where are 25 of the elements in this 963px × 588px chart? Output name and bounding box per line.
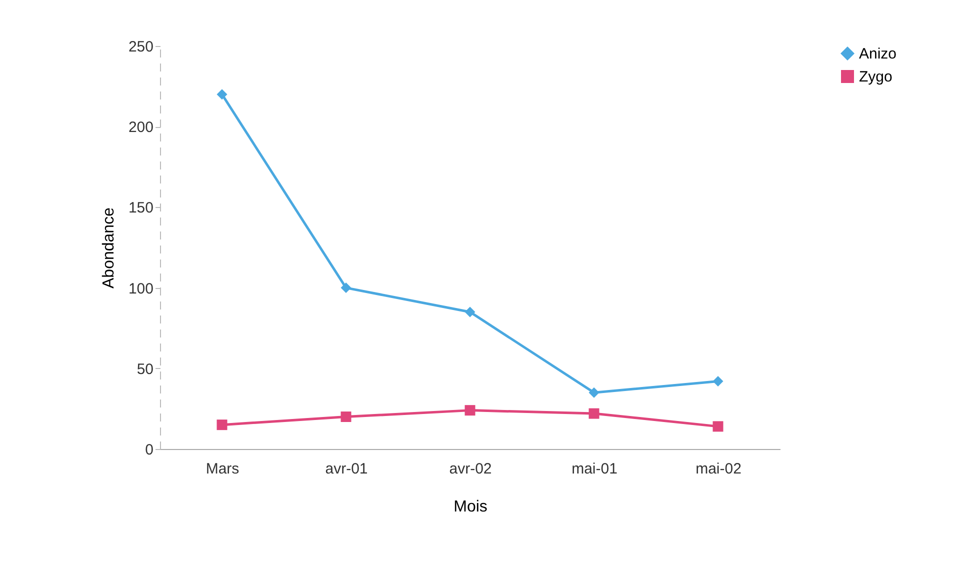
point [340,412,352,422]
x-tick-label: avr-01 [325,460,368,478]
y-tick-label: 250 [128,38,154,56]
point [464,306,476,318]
x-tick-label: mai-02 [696,460,742,478]
y-tick-label: 50 [136,360,154,378]
legend-label: Zygo [859,68,892,86]
point [464,405,476,416]
point [588,408,600,419]
point [588,387,600,398]
y-tick-label: 200 [128,119,154,136]
x-tick-label: avr-02 [449,460,492,478]
point [216,420,228,430]
y-axis-title: Abondance [100,207,118,288]
legend-label: Anizo [859,46,897,62]
x-tick-label: mai-01 [572,460,618,478]
y-tick-label: 100 [128,280,154,298]
point [340,282,352,294]
y-tick-label: 0 [145,442,154,458]
x-axis-title: Mois [454,498,488,516]
y-tick-label: 150 [128,200,154,217]
point [712,376,724,387]
x-tick-label: Mars [206,460,240,478]
point [216,89,228,100]
point [712,421,724,432]
